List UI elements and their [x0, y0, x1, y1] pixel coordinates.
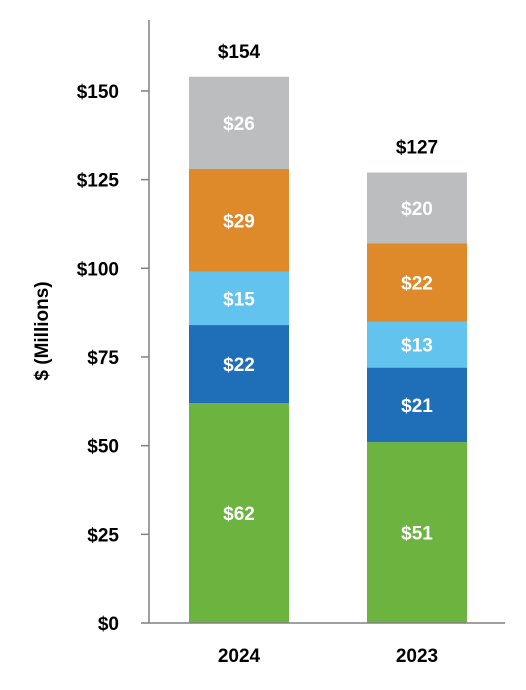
bar-segment-2024-2 [189, 325, 289, 404]
bar-segment-2024-3 [189, 271, 289, 326]
bar-segment-2024-5 [189, 76, 289, 169]
bar-segment-2023-5 [367, 172, 467, 244]
y-tick-label: $25 [87, 525, 119, 546]
bar-segment-2023-1 [367, 442, 467, 623]
segment-label: $20 [401, 199, 433, 220]
bar-segment-2023-2 [367, 367, 467, 443]
segment-label: $26 [223, 114, 255, 135]
bar-total-label: $154 [218, 42, 261, 63]
y-tick-label: $125 [77, 171, 120, 192]
y-tick-label: $100 [77, 259, 119, 280]
x-category-label: 2023 [396, 646, 438, 667]
segment-label: $62 [223, 504, 255, 525]
segment-label: $29 [223, 211, 255, 232]
y-tick-label: $50 [87, 437, 119, 458]
bar-segment-2024-4 [189, 168, 289, 272]
segment-label: $51 [401, 524, 433, 545]
data-labels: $62 $22 $15 $29 $26 $154 $51 $21 $13 $22 $20 $127 [218, 42, 438, 545]
bars [189, 76, 467, 623]
segment-label: $15 [223, 289, 255, 310]
bar-segment-2024-1 [189, 403, 289, 623]
segment-label: $22 [401, 273, 433, 294]
y-tick-label: $75 [87, 348, 119, 369]
y-tick-label: $150 [77, 82, 119, 103]
bar-segment-2023-4 [367, 243, 467, 322]
y-axis-title: $ (Millions) [32, 281, 53, 380]
segment-label: $13 [401, 336, 433, 357]
segment-label: $22 [223, 355, 255, 376]
x-category-label: 2024 [218, 646, 261, 667]
segment-label: $21 [401, 396, 433, 417]
bar-total-label: $127 [396, 138, 438, 159]
bar-segment-2023-3 [367, 321, 467, 368]
x-axis-categories: 2024 2023 [218, 646, 438, 667]
y-axis-ticks: $0 $25 $50 $75 $100 $125 $150 [77, 82, 149, 635]
y-tick-label: $0 [98, 614, 119, 635]
